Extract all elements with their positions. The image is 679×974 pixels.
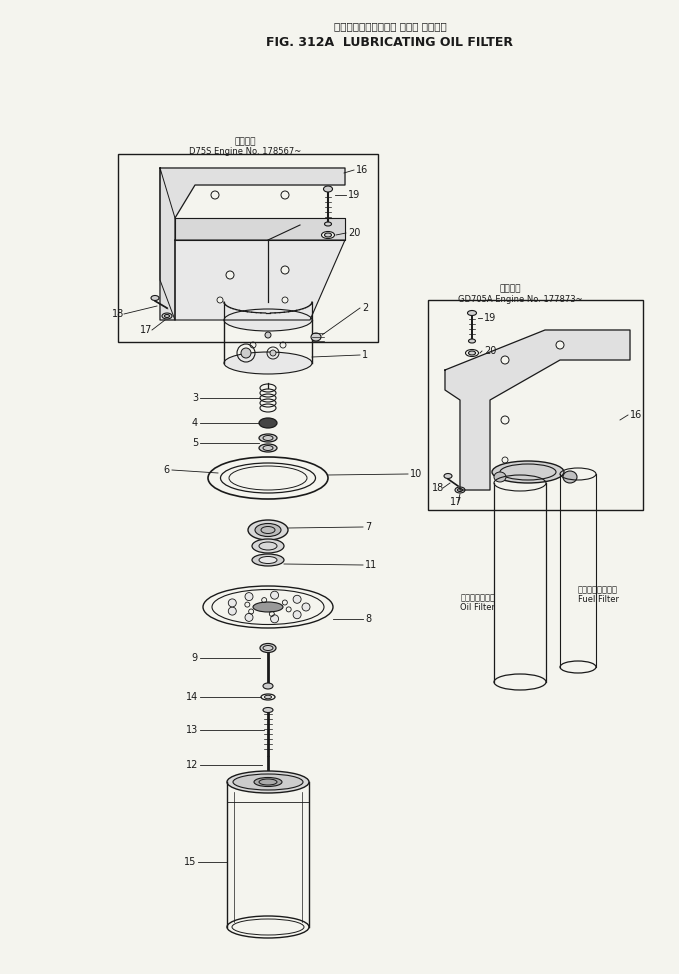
Ellipse shape	[311, 333, 321, 341]
Ellipse shape	[469, 351, 475, 355]
Text: 17: 17	[450, 497, 462, 507]
Text: 8: 8	[365, 614, 371, 624]
Circle shape	[265, 332, 271, 338]
Circle shape	[245, 614, 253, 621]
Ellipse shape	[259, 556, 277, 564]
Ellipse shape	[259, 418, 277, 428]
Circle shape	[556, 341, 564, 349]
Text: 9: 9	[192, 653, 198, 663]
Text: Fuel Filter: Fuel Filter	[578, 595, 619, 605]
Text: 12: 12	[185, 760, 198, 770]
Text: 20: 20	[348, 228, 361, 238]
Text: 適用号機: 適用号機	[499, 284, 521, 293]
Circle shape	[281, 191, 289, 199]
Circle shape	[228, 599, 236, 607]
Text: 16: 16	[630, 410, 642, 420]
Bar	[118, 154, 378, 342]
Ellipse shape	[270, 350, 276, 356]
Text: 5: 5	[191, 438, 198, 448]
Ellipse shape	[468, 311, 477, 316]
Ellipse shape	[248, 520, 288, 540]
Circle shape	[293, 595, 301, 603]
Ellipse shape	[563, 471, 577, 483]
Ellipse shape	[263, 683, 273, 689]
Ellipse shape	[252, 539, 284, 553]
Text: FIG. 312A  LUBRICATING OIL FILTER: FIG. 312A LUBRICATING OIL FILTER	[266, 35, 513, 49]
Text: 3: 3	[192, 393, 198, 403]
Ellipse shape	[224, 352, 312, 374]
Ellipse shape	[260, 644, 276, 653]
Circle shape	[228, 607, 236, 616]
Ellipse shape	[263, 707, 273, 713]
Ellipse shape	[259, 434, 277, 442]
Text: 18: 18	[112, 309, 124, 319]
Ellipse shape	[227, 771, 309, 793]
Ellipse shape	[253, 602, 283, 612]
Ellipse shape	[494, 472, 506, 482]
Circle shape	[282, 297, 288, 303]
Polygon shape	[445, 330, 630, 490]
Circle shape	[501, 416, 509, 424]
Text: オイルフィルタ: オイルフィルタ	[460, 593, 496, 603]
Text: GD705A Engine No. 177873~: GD705A Engine No. 177873~	[458, 294, 583, 304]
Ellipse shape	[466, 350, 479, 356]
Text: 適用号機: 適用号機	[234, 137, 256, 146]
Circle shape	[502, 457, 508, 463]
Circle shape	[501, 356, 509, 364]
Text: 10: 10	[410, 469, 422, 479]
Ellipse shape	[162, 313, 172, 319]
Circle shape	[217, 297, 223, 303]
Circle shape	[302, 603, 310, 611]
Text: 2: 2	[362, 303, 368, 313]
Text: 6: 6	[164, 465, 170, 475]
Text: 7: 7	[365, 522, 371, 532]
Bar	[428, 300, 643, 510]
Ellipse shape	[265, 695, 272, 698]
Text: 20: 20	[484, 346, 496, 356]
Circle shape	[211, 191, 219, 199]
Ellipse shape	[151, 295, 159, 301]
Text: 1: 1	[362, 350, 368, 360]
Text: 17: 17	[140, 325, 152, 335]
Ellipse shape	[492, 461, 564, 483]
Circle shape	[271, 615, 278, 622]
Ellipse shape	[262, 772, 274, 778]
Polygon shape	[160, 168, 345, 320]
Text: 16: 16	[356, 165, 368, 175]
Circle shape	[226, 271, 234, 279]
Ellipse shape	[323, 186, 333, 192]
Ellipse shape	[241, 348, 251, 358]
Ellipse shape	[259, 444, 277, 452]
Ellipse shape	[255, 523, 281, 537]
Ellipse shape	[444, 473, 452, 478]
Text: フェエルフィルタ: フェエルフィルタ	[578, 585, 618, 594]
Circle shape	[271, 591, 278, 599]
Text: 18: 18	[432, 483, 444, 493]
Text: 15: 15	[183, 857, 196, 867]
Text: Oil Filter: Oil Filter	[460, 604, 496, 613]
Text: 19: 19	[484, 313, 496, 323]
Ellipse shape	[455, 487, 465, 493]
Text: 19: 19	[348, 190, 361, 200]
Ellipse shape	[252, 554, 284, 566]
Ellipse shape	[325, 233, 331, 237]
Text: 14: 14	[186, 692, 198, 702]
Ellipse shape	[254, 777, 282, 786]
Text: D75S Engine No. 178567~: D75S Engine No. 178567~	[189, 147, 301, 157]
Circle shape	[281, 266, 289, 274]
Text: 4: 4	[192, 418, 198, 428]
Polygon shape	[175, 218, 345, 240]
Circle shape	[245, 592, 253, 601]
Circle shape	[293, 611, 301, 618]
Ellipse shape	[325, 222, 331, 226]
Text: 13: 13	[186, 725, 198, 735]
Ellipse shape	[469, 339, 475, 343]
Ellipse shape	[224, 309, 312, 331]
Ellipse shape	[233, 774, 303, 790]
Polygon shape	[175, 240, 345, 320]
Text: 11: 11	[365, 560, 378, 570]
Text: ルーブリケーティング オイル フィルタ: ルーブリケーティング オイル フィルタ	[333, 21, 446, 31]
Ellipse shape	[321, 232, 335, 239]
